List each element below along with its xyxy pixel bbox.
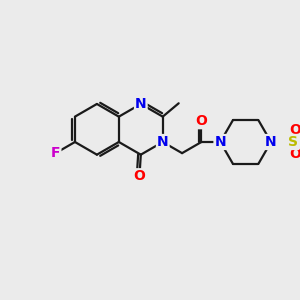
Text: O: O: [290, 148, 300, 161]
Text: N: N: [214, 135, 226, 149]
Text: S: S: [288, 135, 298, 149]
Text: N: N: [265, 135, 277, 149]
Text: O: O: [196, 114, 207, 128]
Text: N: N: [135, 97, 147, 111]
Text: N: N: [157, 135, 169, 149]
Text: F: F: [51, 146, 60, 160]
Text: O: O: [134, 169, 146, 183]
Text: O: O: [290, 122, 300, 136]
